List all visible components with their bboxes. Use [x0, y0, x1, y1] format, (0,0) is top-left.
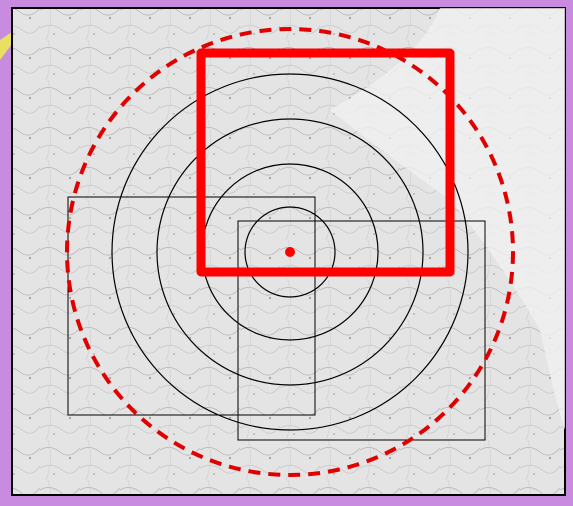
center-point [285, 247, 295, 257]
page [0, 0, 573, 506]
map-view [0, 0, 573, 506]
